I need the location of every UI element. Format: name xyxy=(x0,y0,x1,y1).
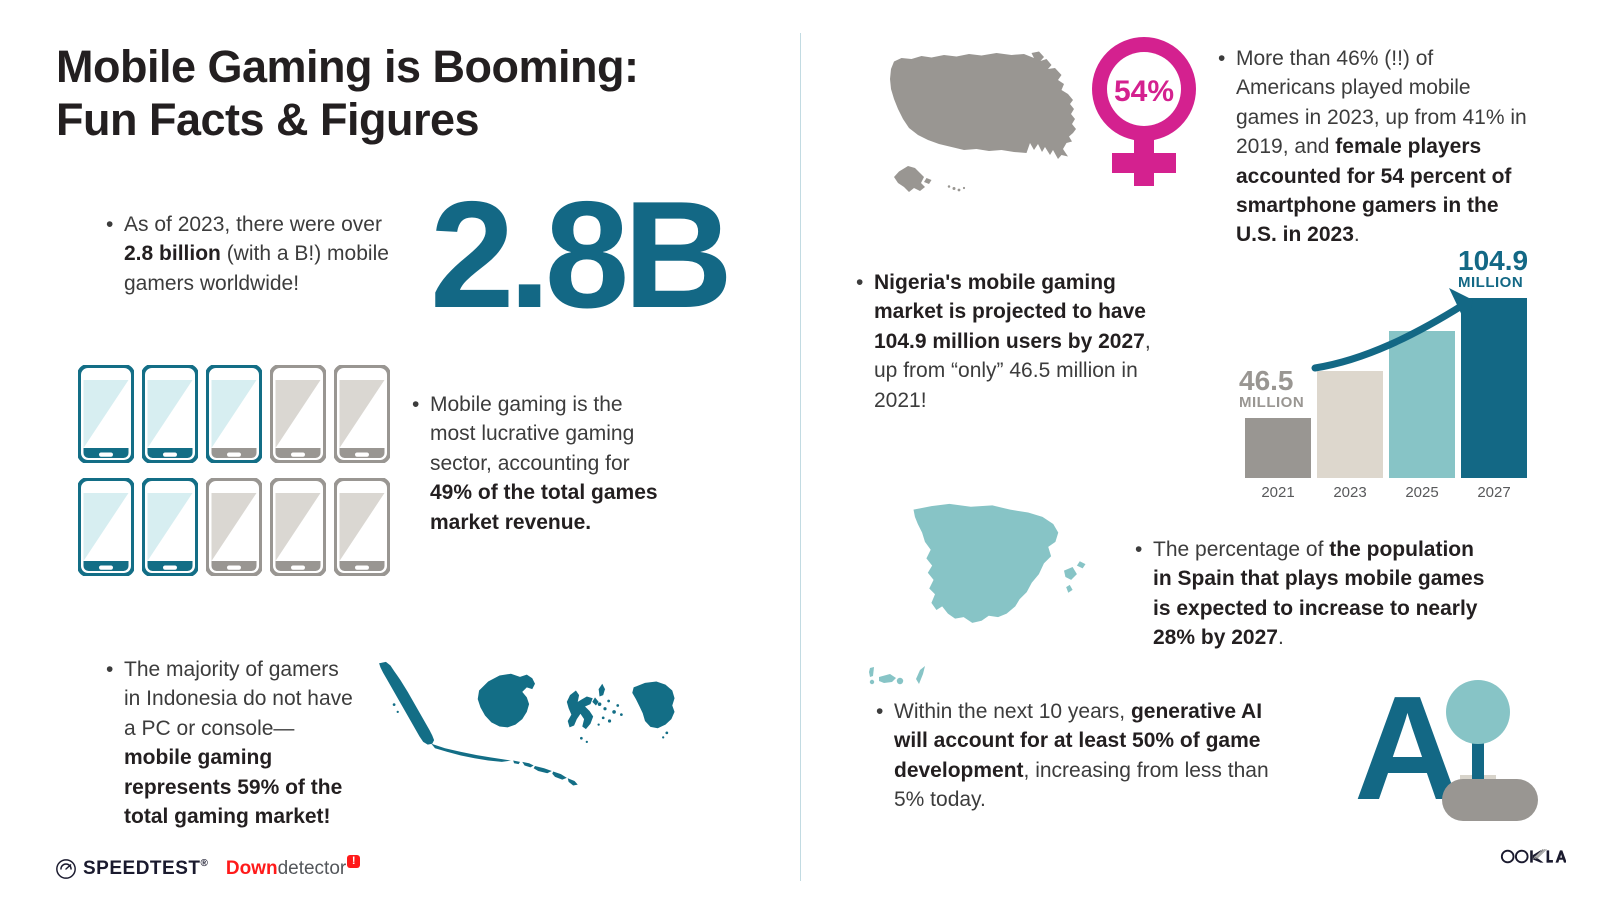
svg-text:54%: 54% xyxy=(1114,75,1174,108)
